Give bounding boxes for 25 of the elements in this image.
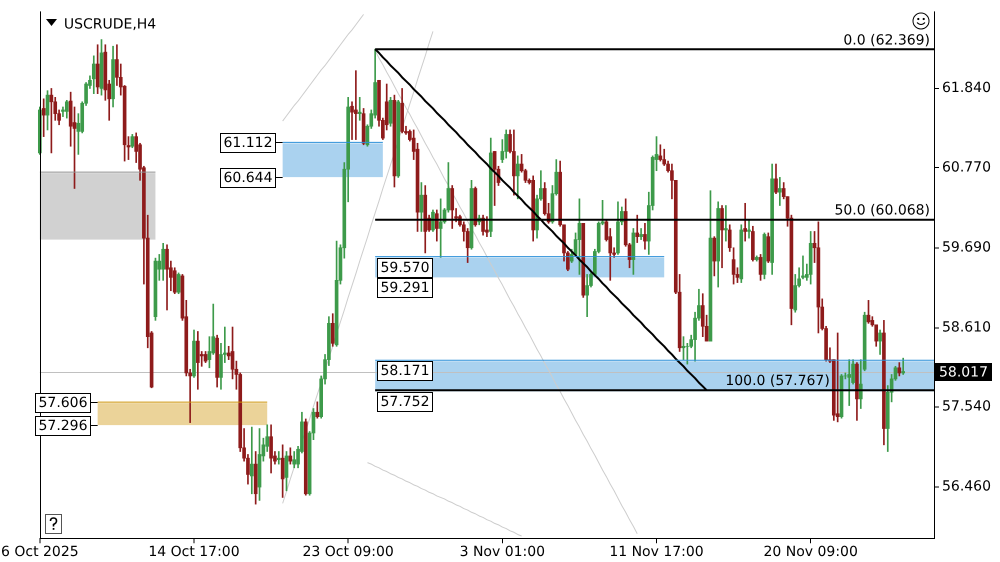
series-label: 100.0 (57.767) (725, 373, 830, 390)
y-tick-label: 58.610 (942, 319, 992, 336)
x-tick-label: 6 Oct 2025 (0, 544, 79, 560)
data-label: 59.570 (380, 260, 430, 276)
x-tick-label: 20 Nov 09:00 (763, 544, 858, 560)
legend-label: 0.0 (62.369) (843, 32, 930, 48)
ref-line-label: 58.017 (939, 364, 988, 380)
chart-title: USCRUDE,H4 (64, 16, 156, 32)
data-label: 61.112 (224, 135, 272, 152)
y-tick-label: 60.770 (942, 159, 992, 176)
data-label: 57.606 (38, 395, 88, 412)
y-tick-label: 57.540 (942, 398, 992, 415)
x-tick-label: 3 Nov 01:00 (460, 544, 546, 560)
annotation: 60.644 (224, 170, 273, 186)
series-label: 50.0 (60.068) (834, 202, 930, 219)
y-tick-label: 61.840 (942, 80, 992, 96)
x-tick-label: 11 Nov 17:00 (609, 544, 704, 560)
annotation: 59.291 (380, 280, 430, 296)
annotation: 57.752 (380, 394, 430, 410)
y-tick-label: 59.690 (942, 239, 992, 256)
annotation: 57.296 (38, 418, 88, 434)
data-label: 58.171 (380, 363, 430, 380)
x-tick-label: 14 Oct 17:00 (148, 544, 240, 560)
y-tick-label: 56.460 (942, 478, 992, 495)
x-tick-label: 23 Oct 09:00 (302, 544, 394, 560)
